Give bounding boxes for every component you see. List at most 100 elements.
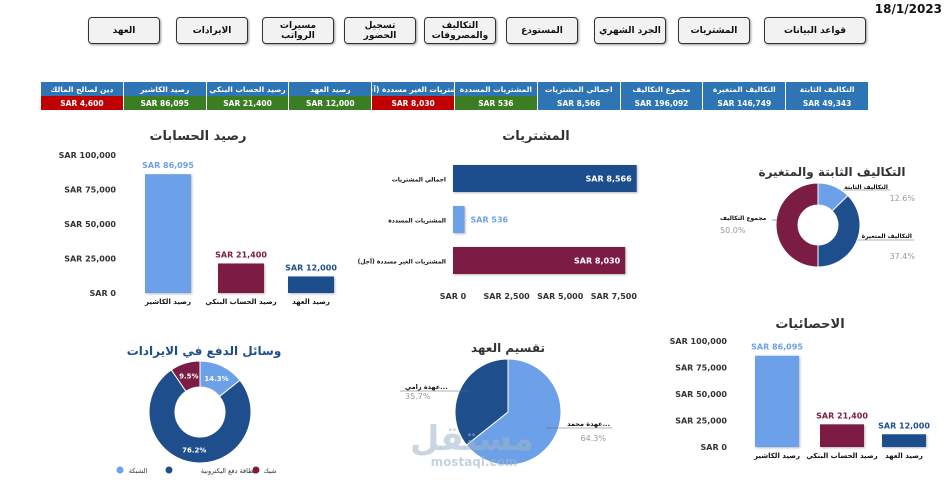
kpi-value: SAR 536 bbox=[455, 96, 538, 110]
y-tick-label: SAR 25,000 bbox=[675, 417, 727, 426]
x-tick-label: SAR 0 bbox=[440, 292, 467, 301]
slice-percent-label: 9.5% bbox=[179, 373, 198, 381]
slice-label: عهدة رامي... bbox=[405, 383, 448, 391]
y-tick-label: SAR 75,000 bbox=[64, 186, 116, 195]
kpi-value: SAR 8,566 bbox=[537, 96, 621, 110]
watermark-url: mostaql.com bbox=[431, 455, 518, 469]
kpi-label: اجمالي المشتريات bbox=[537, 82, 621, 96]
chart-title: وسائل الدفع في الايرادات bbox=[127, 344, 282, 359]
kpi-value: SAR 4,600 bbox=[41, 96, 124, 110]
x-category-label: رصيد الكاشير bbox=[144, 298, 191, 306]
slice-percent-label: 12.6% bbox=[890, 194, 916, 203]
kpi-label: دين لصالح المالك bbox=[41, 82, 124, 96]
x-tick-label: SAR 7,500 bbox=[591, 292, 638, 301]
nav-payroll-button[interactable]: مسيرات الرواتب bbox=[262, 17, 334, 44]
slice-label: عهدة محمد... bbox=[567, 420, 610, 428]
bar bbox=[218, 263, 264, 293]
kpi-value: SAR 49,343 bbox=[786, 96, 869, 110]
y-tick-label: SAR 100,000 bbox=[670, 337, 728, 346]
slice-label: التكاليف الثابتة bbox=[844, 184, 888, 191]
kpi-label: المشتريات المسددة bbox=[455, 82, 538, 96]
pie-slice bbox=[465, 358, 562, 466]
kpi-value: SAR 86,095 bbox=[123, 96, 207, 110]
legend-label: الشبكة bbox=[129, 467, 148, 475]
slice-label: مجموع التكاليف bbox=[720, 215, 767, 222]
slice-percent-label: 64.3% bbox=[581, 434, 607, 443]
navigation-bar: العهد الايرادات مسيرات الرواتب تسجيل الح… bbox=[88, 17, 866, 45]
kpi-label: المشتريات الغير مسددة (آجل) bbox=[372, 82, 456, 96]
bar-value-label: SAR 86,095 bbox=[751, 343, 803, 352]
y-tick-label: SAR 0 bbox=[90, 289, 117, 298]
bar-value-label: SAR 8,030 bbox=[574, 257, 621, 266]
kpi-label: التكاليف المتغيرة bbox=[703, 82, 787, 96]
x-category-label: رصيد الحساب البنكي bbox=[205, 298, 276, 306]
kpi-value: SAR 21,400 bbox=[206, 96, 290, 110]
pie-slice bbox=[817, 182, 849, 212]
y-tick-label: SAR 0 bbox=[701, 443, 728, 452]
kpi-value: SAR 8,030 bbox=[372, 96, 456, 110]
chart-title: التكاليف الثابتة والمتغيرة bbox=[759, 165, 906, 180]
y-tick-label: SAR 100,000 bbox=[59, 151, 117, 160]
bar-value-label: SAR 21,400 bbox=[215, 250, 267, 259]
y-category-label: المشتريات المسددة bbox=[388, 218, 446, 225]
pie-slice bbox=[454, 358, 509, 446]
kpi-value: SAR 196,092 bbox=[620, 96, 704, 110]
slice-percent-label: 50.0% bbox=[720, 226, 746, 235]
nav-revenue-button[interactable]: الايرادات bbox=[176, 17, 248, 44]
bar-value-label: SAR 536 bbox=[470, 216, 508, 225]
bar bbox=[453, 206, 465, 233]
chart-title: تقسيم العهد bbox=[471, 341, 545, 355]
bar bbox=[453, 247, 626, 274]
kpi-label: رصيد الحساب البنكي bbox=[206, 82, 290, 96]
bar-value-label: SAR 86,095 bbox=[142, 161, 194, 170]
legend-swatch bbox=[252, 466, 260, 474]
bar-value-label: SAR 12,000 bbox=[285, 263, 337, 272]
y-category-label: المشتريات الغير مسددة (آجل) bbox=[358, 257, 446, 266]
y-tick-label: SAR 50,000 bbox=[64, 220, 116, 229]
nav-purchases-button[interactable]: المشتريات bbox=[678, 17, 750, 44]
chart-title: رصيد الحسابات bbox=[149, 129, 246, 144]
x-category-label: رصيد الكاشير bbox=[753, 452, 800, 460]
nav-warehouse-button[interactable]: المستودع bbox=[506, 17, 578, 44]
kpi-label: التكاليف الثابتة bbox=[786, 82, 869, 96]
bar bbox=[288, 276, 334, 293]
nav-monthly-inventory-button[interactable]: الجرد الشهري bbox=[594, 17, 666, 44]
pie-slice bbox=[817, 194, 861, 268]
pie-slice bbox=[199, 360, 241, 398]
legend-swatch bbox=[116, 466, 124, 474]
bar bbox=[453, 165, 637, 192]
kpi-value: SAR 12,000 bbox=[289, 96, 373, 110]
chart-title: المشتريات bbox=[502, 129, 570, 144]
x-tick-label: SAR 5,000 bbox=[537, 292, 584, 301]
nav-custody-button[interactable]: العهد bbox=[88, 17, 160, 44]
legend-swatch bbox=[165, 466, 173, 474]
bar bbox=[882, 434, 926, 447]
slice-label: التكاليف المتغيرة bbox=[862, 233, 912, 240]
x-tick-label: SAR 2,500 bbox=[484, 292, 531, 301]
slice-percent-label: 14.3% bbox=[204, 375, 228, 383]
nav-databases-button[interactable]: قواعد البيانات bbox=[764, 17, 866, 44]
pie-slice bbox=[170, 360, 201, 393]
pie-slice bbox=[775, 182, 819, 268]
watermark-logo: مستقل bbox=[410, 419, 534, 459]
slice-percent-label: 35.7% bbox=[405, 392, 431, 401]
x-category-label: رصيد الحساب البنكي bbox=[806, 452, 877, 460]
x-category-label: رصيد العهد bbox=[292, 298, 330, 306]
kpi-label: رصيد الكاشير bbox=[123, 82, 207, 96]
bar bbox=[755, 355, 799, 447]
nav-attendance-button[interactable]: تسجيل الحضور bbox=[344, 17, 416, 44]
nav-costs-button[interactable]: التكاليف والمصروفات bbox=[424, 17, 496, 44]
slice-percent-label: 37.4% bbox=[890, 252, 916, 261]
pie-slice bbox=[148, 369, 252, 464]
kpi-label: مجموع التكاليف bbox=[620, 82, 704, 96]
y-tick-label: SAR 75,000 bbox=[675, 364, 727, 373]
slice-percent-label: 76.2% bbox=[182, 447, 206, 455]
bar-value-label: SAR 12,000 bbox=[878, 421, 930, 430]
x-category-label: رصيد العهد bbox=[885, 452, 923, 460]
kpi-value: SAR 146,749 bbox=[703, 96, 787, 110]
kpi-table: التكاليف الثابتة التكاليف المتغيرة مجموع ا… bbox=[41, 82, 869, 110]
legend-label: بطاقة دفع اليكترونية bbox=[201, 467, 256, 475]
report-date: 18/1/2023 bbox=[874, 2, 942, 16]
kpi-label: رصيد العهد bbox=[289, 82, 373, 96]
